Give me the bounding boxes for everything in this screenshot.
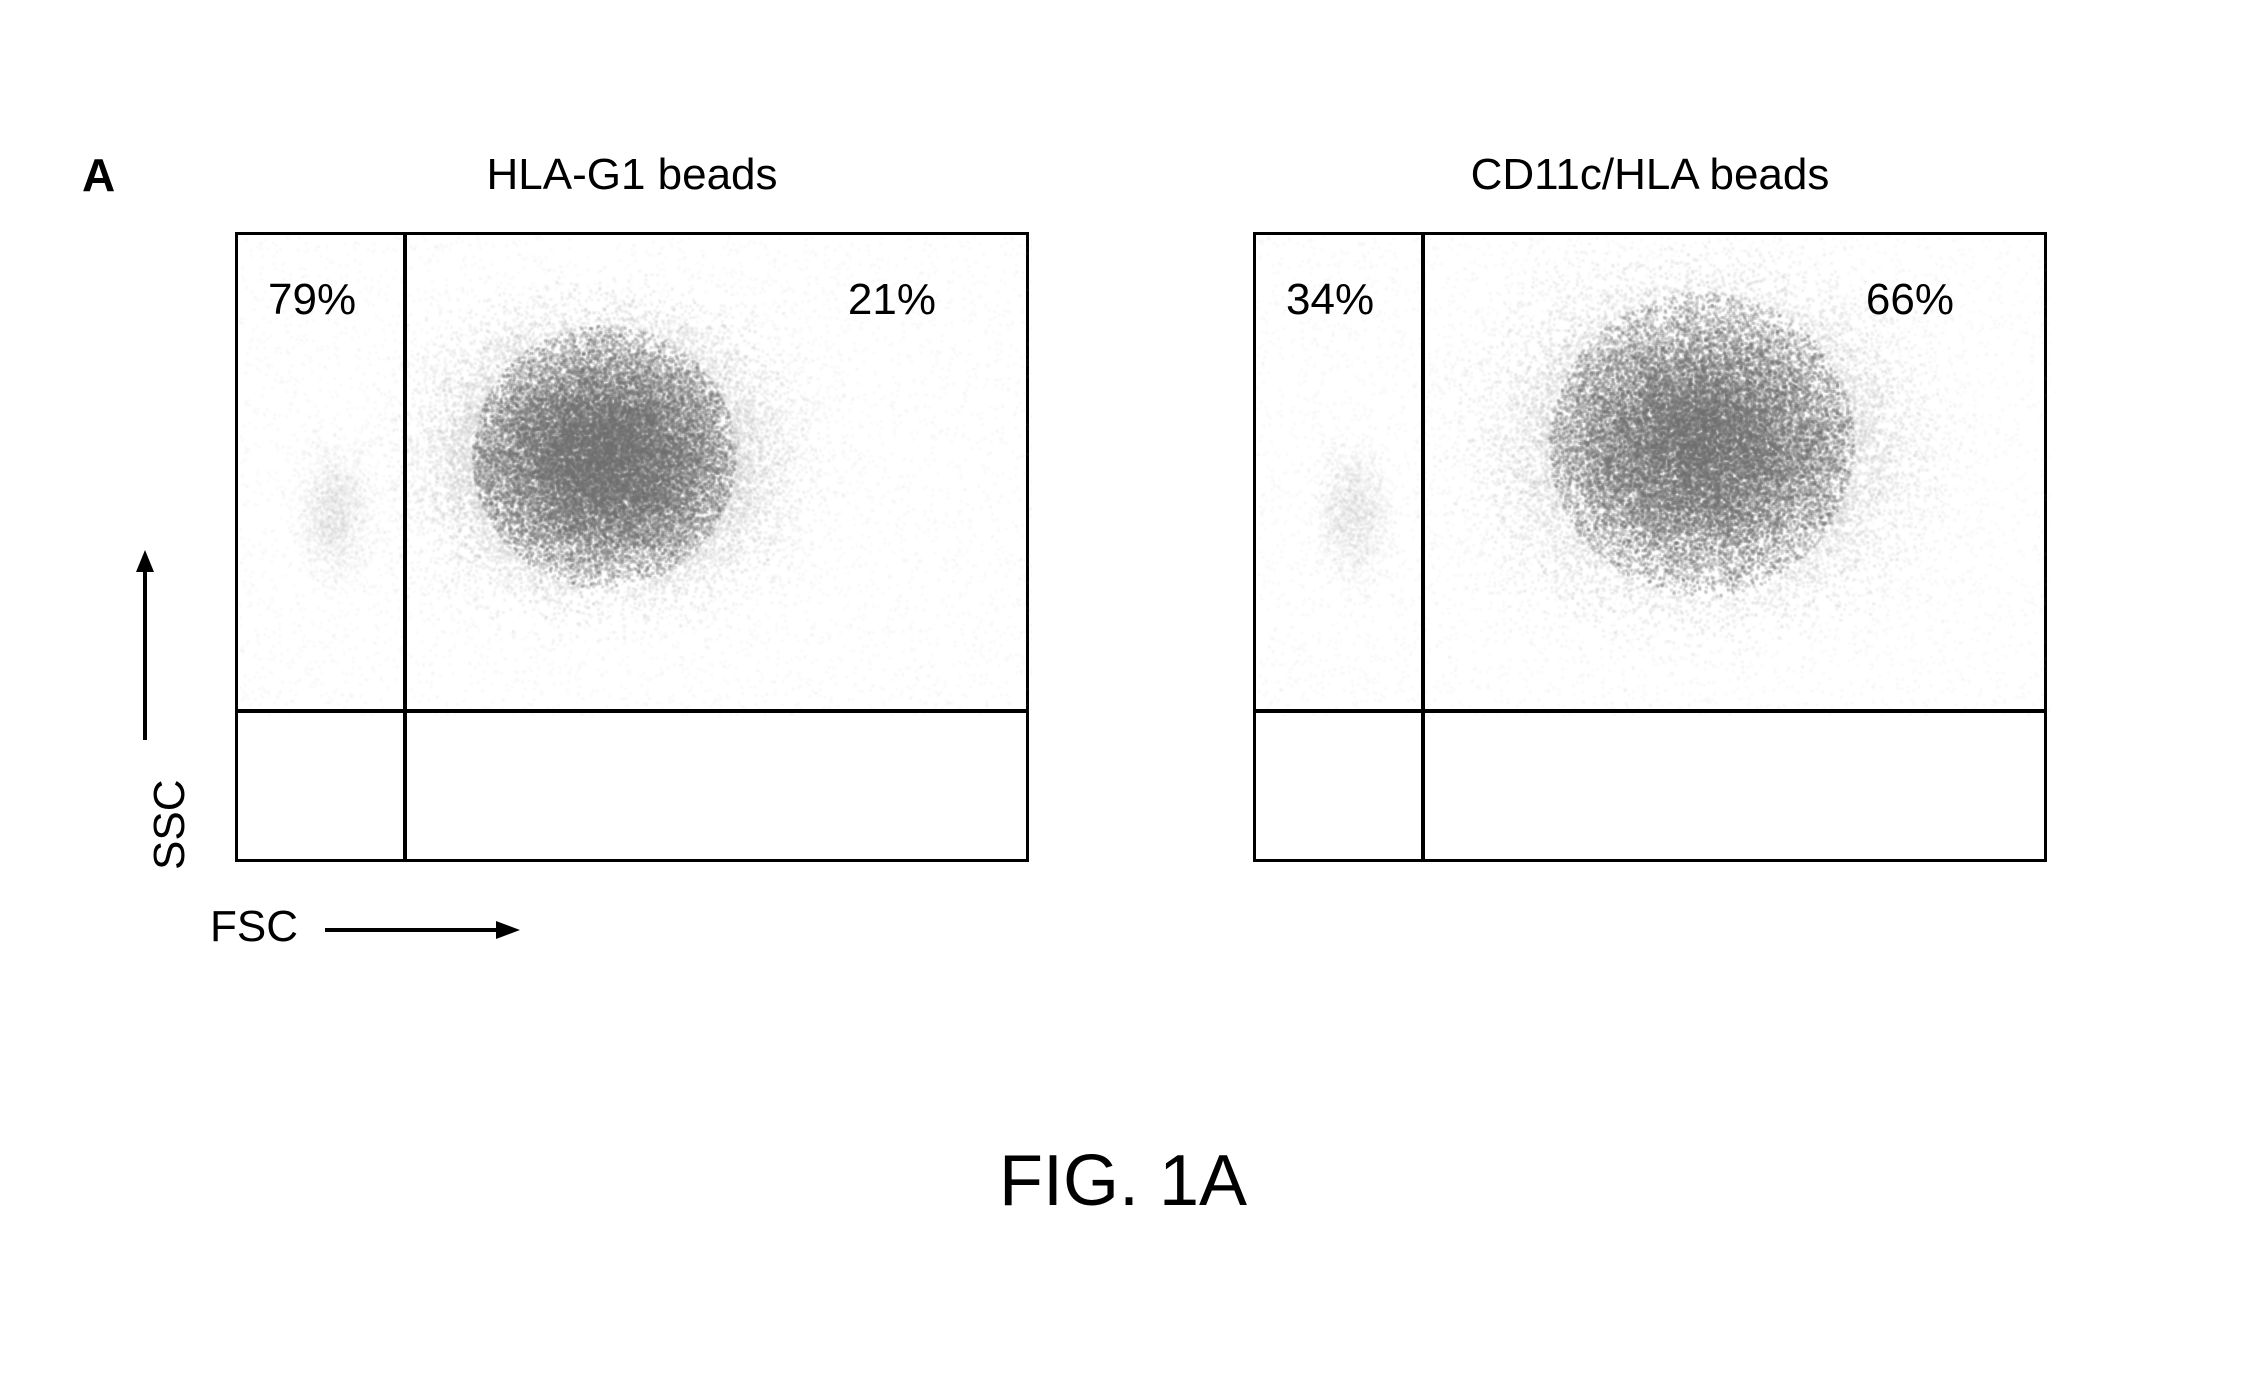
y-axis-label: SSC xyxy=(145,780,195,870)
quadrant-hline-right xyxy=(1256,709,2044,713)
scatter-canvas-left xyxy=(238,235,1032,865)
x-axis-arrow-icon xyxy=(320,915,520,945)
figure-caption: FIG. 1A xyxy=(0,1140,2246,1222)
y-axis-arrow-icon xyxy=(130,550,160,750)
x-axis-label: FSC xyxy=(210,902,298,952)
pct-left-right: 21% xyxy=(848,275,936,325)
panel-label: A xyxy=(82,148,115,202)
quadrant-vline-left xyxy=(403,235,407,859)
scatter-plot-left: 79% 21% xyxy=(235,232,1029,862)
scatter-plot-right: 34% 66% xyxy=(1253,232,2047,862)
quadrant-hline-left xyxy=(238,709,1026,713)
quadrant-vline-right xyxy=(1421,235,1425,859)
pct-left-left: 79% xyxy=(268,275,356,325)
pct-right-right: 66% xyxy=(1866,275,1954,325)
plot-title-right: CD11c/HLA beads xyxy=(1253,150,2047,200)
scatter-canvas-right xyxy=(1256,235,2050,865)
pct-right-left: 34% xyxy=(1286,275,1374,325)
plot-title-left: HLA-G1 beads xyxy=(235,150,1029,200)
